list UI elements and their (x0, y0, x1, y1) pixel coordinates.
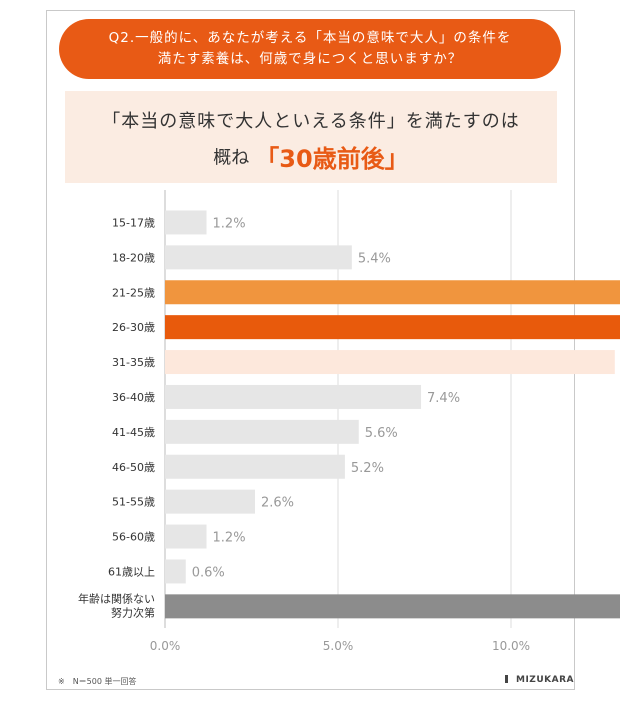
bar (165, 315, 620, 340)
headline-line-2: 概ね 「30歳前後」 (65, 139, 557, 174)
bar (165, 419, 359, 444)
category-label: 31-35歳 (112, 356, 155, 369)
value-label: 5.2% (351, 461, 384, 476)
category-label: 61歳以上 (108, 565, 155, 578)
category-label: 26-30歳 (112, 321, 155, 334)
bar (165, 280, 620, 305)
value-label: 1.2% (213, 531, 246, 546)
category-label: 36-40歳 (112, 391, 155, 404)
bar (165, 594, 620, 619)
headline-prefix: 概ね (213, 147, 250, 169)
bar (165, 210, 207, 235)
chart-card: Q2.一般的に、あなたが考える「本当の意味で大人」の条件を 満たす素養は、何歳で… (46, 10, 575, 690)
value-label: 5.6% (365, 426, 398, 441)
value-label: 2.6% (261, 496, 294, 511)
bar (165, 559, 186, 584)
question-line-2: 満たす素養は、何歳で身につくと思いますか？ (157, 51, 463, 67)
x-tick-label: 0.0% (150, 639, 181, 653)
value-label: 7.4% (427, 391, 460, 406)
x-tick-label: 5.0% (323, 639, 354, 653)
bar (165, 489, 255, 514)
category-label: 18-20歳 (112, 251, 155, 264)
bar (165, 384, 422, 409)
bar (165, 454, 345, 479)
bar (165, 524, 207, 549)
headline-line-1: 「本当の意味で大人といえる条件」を満たすのは (102, 111, 520, 132)
category-label: 56-60歳 (112, 531, 155, 544)
headline-highlight: 「30歳前後」 (255, 145, 409, 173)
question-line-1: Q2.一般的に、あなたが考える「本当の意味で大人」の条件を (108, 30, 512, 46)
category-label: 21-25歳 (112, 286, 155, 299)
brand-logo: MIZUKARA (505, 675, 574, 685)
value-label: 0.6% (192, 565, 225, 580)
value-label: 5.4% (358, 251, 391, 266)
category-label: 15-17歳 (112, 216, 155, 229)
category-label: 41-45歳 (112, 426, 155, 439)
x-tick-label: 10.0% (492, 639, 530, 653)
category-label: 51-55歳 (112, 496, 155, 509)
category-label: 46-50歳 (112, 461, 155, 474)
bar (165, 245, 352, 270)
question-banner: Q2.一般的に、あなたが考える「本当の意味で大人」の条件を 満たす素養は、何歳で… (59, 19, 561, 79)
category-label: 年齢は関係ない (78, 591, 155, 605)
value-label: 1.2% (213, 216, 246, 231)
logo-text: MIZUKARA (516, 675, 574, 685)
category-label: 努力次第 (111, 605, 155, 619)
logo-mark-icon (505, 675, 514, 683)
headline-box: 「本当の意味で大人といえる条件」を満たすのは 概ね 「30歳前後」 (65, 91, 557, 183)
bar (165, 350, 615, 375)
sample-note: ※ N＝500 単一回答 (58, 677, 137, 686)
